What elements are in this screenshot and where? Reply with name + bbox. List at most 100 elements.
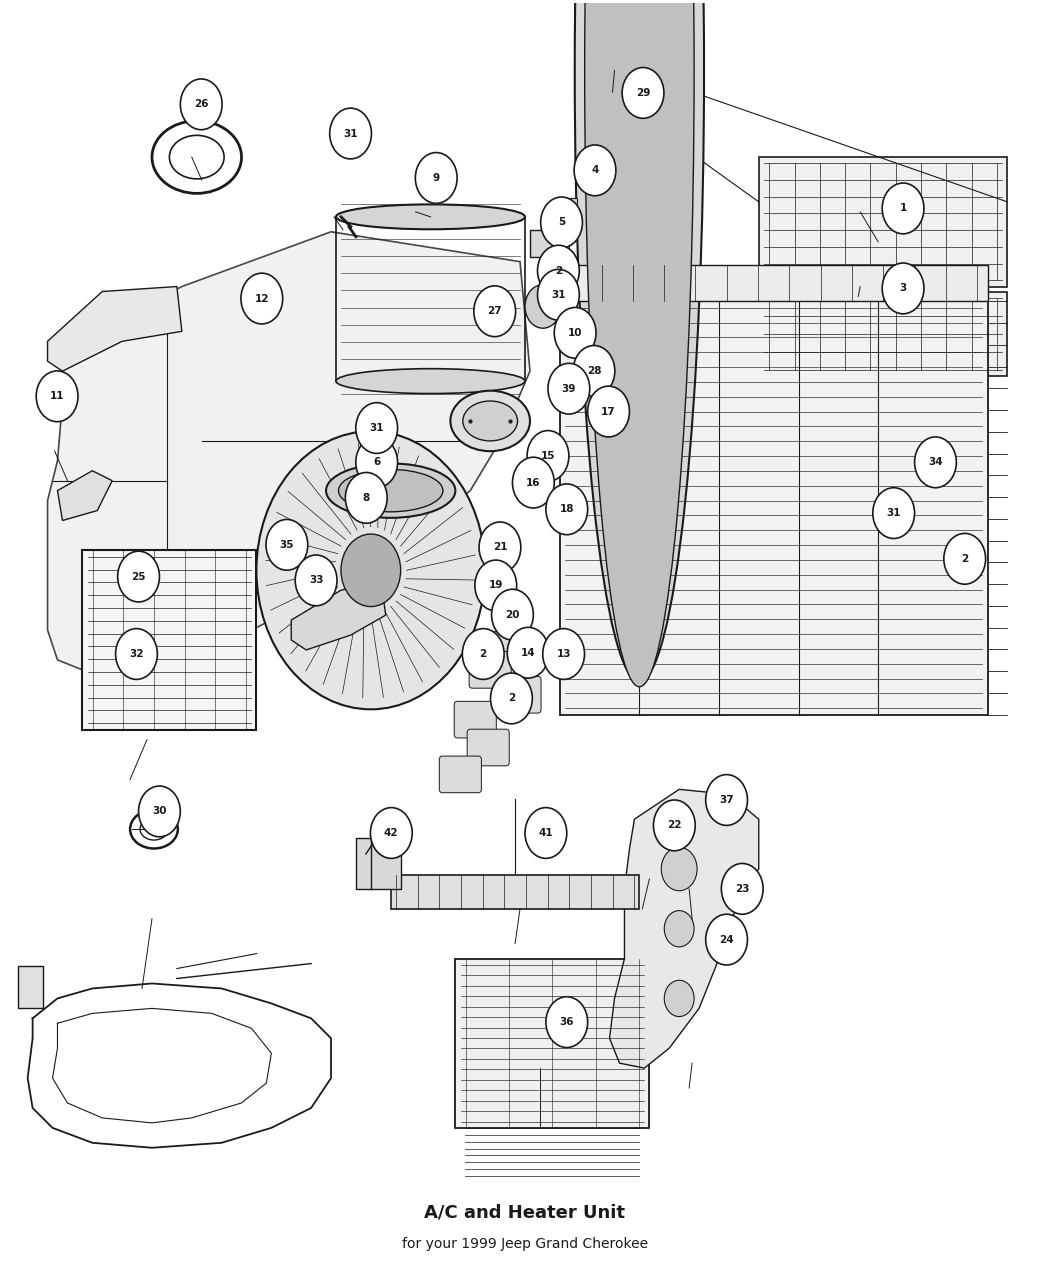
Ellipse shape	[585, 0, 694, 687]
Circle shape	[512, 458, 554, 507]
Circle shape	[118, 551, 160, 602]
Ellipse shape	[140, 819, 168, 840]
Circle shape	[548, 363, 590, 414]
Text: 5: 5	[558, 218, 565, 227]
FancyBboxPatch shape	[499, 677, 541, 713]
Text: 23: 23	[735, 884, 750, 894]
Text: 3: 3	[900, 283, 907, 293]
Circle shape	[873, 488, 915, 538]
Text: 37: 37	[719, 796, 734, 805]
Circle shape	[538, 245, 580, 296]
Circle shape	[541, 198, 583, 247]
Circle shape	[527, 431, 569, 482]
Circle shape	[915, 437, 957, 488]
Circle shape	[345, 473, 387, 523]
Circle shape	[240, 273, 282, 324]
Text: 1: 1	[900, 204, 907, 213]
Circle shape	[36, 371, 78, 422]
Text: 10: 10	[568, 328, 583, 338]
Ellipse shape	[574, 0, 705, 681]
Text: 42: 42	[384, 827, 399, 838]
Circle shape	[266, 519, 308, 570]
Circle shape	[543, 629, 585, 680]
Polygon shape	[58, 470, 112, 520]
Text: 28: 28	[587, 366, 602, 376]
Circle shape	[341, 534, 401, 607]
Bar	[391, 875, 639, 909]
Circle shape	[662, 847, 697, 891]
Polygon shape	[47, 287, 182, 371]
Circle shape	[462, 629, 504, 680]
Text: 26: 26	[194, 99, 209, 110]
FancyBboxPatch shape	[467, 729, 509, 766]
Text: 15: 15	[541, 451, 555, 462]
Ellipse shape	[169, 135, 224, 179]
Bar	[82, 551, 256, 729]
Text: 33: 33	[309, 575, 323, 585]
Ellipse shape	[327, 463, 456, 518]
Circle shape	[882, 263, 924, 314]
Bar	[560, 301, 988, 715]
Circle shape	[588, 386, 629, 437]
Text: 27: 27	[487, 306, 502, 316]
Circle shape	[256, 431, 485, 709]
Text: 29: 29	[636, 88, 650, 98]
Bar	[530, 230, 558, 256]
Text: 31: 31	[370, 423, 384, 434]
Circle shape	[474, 286, 516, 337]
Polygon shape	[47, 232, 530, 669]
Circle shape	[116, 629, 158, 680]
Polygon shape	[291, 580, 385, 650]
Text: 12: 12	[254, 293, 269, 303]
Text: 16: 16	[526, 478, 541, 487]
Ellipse shape	[338, 469, 443, 511]
Circle shape	[653, 799, 695, 850]
Text: 21: 21	[492, 542, 507, 552]
Text: 31: 31	[551, 289, 566, 300]
Circle shape	[665, 980, 694, 1016]
Text: 34: 34	[928, 458, 943, 468]
Text: 32: 32	[129, 649, 144, 659]
Circle shape	[882, 184, 924, 233]
Text: 25: 25	[131, 571, 146, 581]
Circle shape	[181, 79, 223, 130]
Circle shape	[573, 346, 615, 397]
Circle shape	[623, 68, 664, 119]
Circle shape	[706, 775, 748, 825]
Circle shape	[525, 807, 567, 858]
Circle shape	[554, 307, 596, 358]
Text: 36: 36	[560, 1017, 574, 1028]
Circle shape	[525, 284, 561, 328]
Text: 31: 31	[343, 129, 358, 139]
Circle shape	[538, 269, 580, 320]
Text: 2: 2	[480, 649, 487, 659]
Circle shape	[371, 807, 413, 858]
Text: for your 1999 Jeep Grand Cherokee: for your 1999 Jeep Grand Cherokee	[402, 1237, 648, 1251]
Ellipse shape	[463, 402, 518, 441]
Text: 2: 2	[554, 265, 562, 275]
FancyBboxPatch shape	[439, 756, 481, 793]
Text: 31: 31	[886, 509, 901, 518]
Circle shape	[356, 437, 398, 488]
Text: 20: 20	[505, 609, 520, 620]
Text: 6: 6	[373, 458, 380, 468]
Circle shape	[491, 589, 533, 640]
Ellipse shape	[130, 810, 177, 848]
Bar	[560, 265, 988, 301]
Circle shape	[706, 914, 748, 965]
Text: 17: 17	[602, 407, 616, 417]
Text: 39: 39	[562, 384, 576, 394]
Text: 22: 22	[667, 820, 681, 830]
Circle shape	[944, 533, 986, 584]
Bar	[759, 157, 1007, 287]
Circle shape	[546, 484, 588, 534]
Circle shape	[330, 108, 372, 159]
Bar	[456, 959, 649, 1128]
Text: 11: 11	[49, 391, 64, 402]
Text: 9: 9	[433, 173, 440, 182]
FancyBboxPatch shape	[469, 652, 511, 688]
Text: 30: 30	[152, 806, 167, 816]
Ellipse shape	[336, 368, 525, 394]
FancyBboxPatch shape	[479, 631, 521, 668]
Polygon shape	[610, 789, 759, 1068]
